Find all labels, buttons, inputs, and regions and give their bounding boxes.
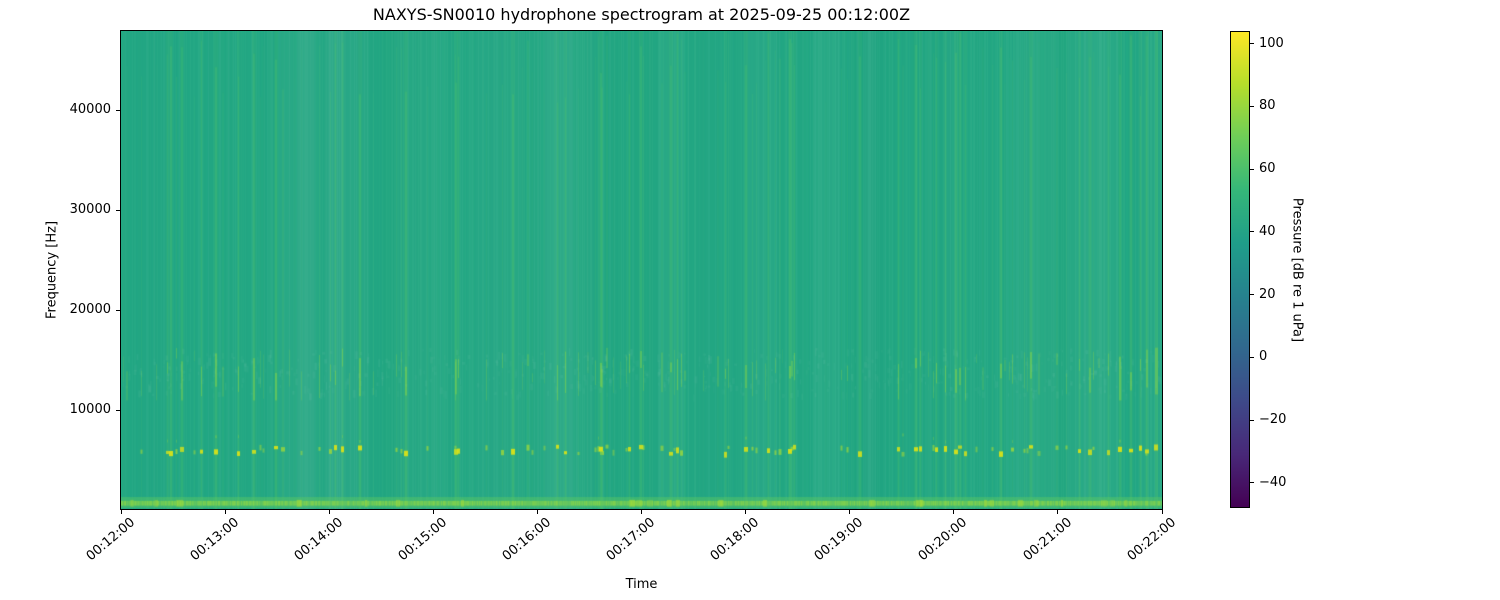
x-tick-mark (745, 510, 747, 514)
colorbar-tick-label: 0 (1259, 349, 1268, 365)
x-tick-mark (1057, 510, 1059, 514)
colorbar-tick-mark (1250, 294, 1254, 296)
x-tick-mark (641, 510, 642, 514)
x-tick-mark (120, 510, 122, 514)
y-tick-mark (116, 309, 120, 311)
x-tick-label: 00:18:00 (707, 515, 763, 565)
colorbar-tick-label: 20 (1259, 286, 1276, 302)
colorbar-tick-label: 80 (1259, 98, 1276, 114)
colorbar-tick-mark (1250, 105, 1254, 107)
x-tick-label: 00:21:00 (1020, 515, 1075, 565)
x-tick-label: 00:20:00 (916, 515, 971, 565)
x-tick-mark (849, 510, 851, 514)
colorbar-tick-label: 60 (1259, 161, 1276, 177)
colorbar-tick-mark (1250, 168, 1254, 170)
x-tick-label: 00:16:00 (499, 515, 555, 565)
colorbar-label: Pressure [dB re 1 uPa] (1289, 197, 1305, 343)
y-tick-label: 40000 (69, 102, 111, 117)
colorbar-tick-label: 100 (1259, 35, 1284, 51)
x-tick-mark (224, 510, 226, 514)
x-tick-label: 00:12:00 (83, 515, 138, 565)
y-tick-mark (116, 409, 120, 411)
y-tick-label: 20000 (69, 302, 111, 317)
x-tick-label: 00:14:00 (291, 515, 346, 565)
x-tick-label: 00:19:00 (811, 515, 867, 565)
x-tick-mark (536, 510, 538, 514)
x-tick-label: 00:13:00 (187, 515, 242, 565)
chart-title: NAXYS-SN0010 hydrophone spectrogram at 2… (372, 5, 911, 24)
plot-area (120, 30, 1163, 510)
colorbar-tick-mark (1250, 356, 1254, 358)
colorbar-tick-label: −20 (1259, 412, 1287, 428)
colorbar (1230, 31, 1250, 508)
x-tick-mark (953, 510, 955, 514)
x-tick-mark (432, 510, 434, 514)
y-tick-mark (116, 109, 120, 111)
x-tick-label: 00:22:00 (1124, 515, 1179, 565)
y-tick-label: 30000 (69, 202, 111, 217)
colorbar-tick-label: −40 (1259, 474, 1287, 490)
colorbar-tick-label: 40 (1259, 223, 1276, 239)
y-tick-mark (116, 209, 120, 211)
colorbar-tick-mark (1250, 231, 1254, 233)
colorbar-tick-mark (1250, 482, 1254, 484)
x-tick-label: 00:15:00 (395, 515, 450, 565)
y-tick-label: 10000 (69, 402, 111, 417)
x-tick-mark (1161, 510, 1163, 514)
x-tick-mark (328, 510, 330, 514)
colorbar-tick-mark (1250, 419, 1254, 421)
x-tick-label: 00:17:00 (603, 515, 659, 565)
x-axis-label: Time (625, 577, 658, 592)
colorbar-tick-mark (1250, 43, 1254, 45)
spectrogram-canvas (121, 31, 1162, 509)
